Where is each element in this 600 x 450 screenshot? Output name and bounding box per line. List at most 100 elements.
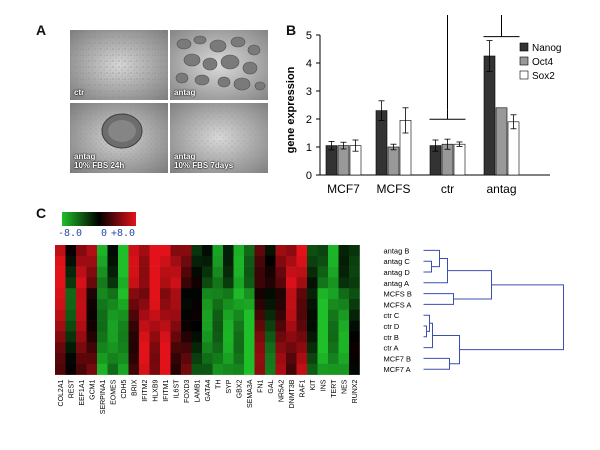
heatmap-cell bbox=[265, 320, 276, 332]
heatmap-cell bbox=[55, 299, 66, 311]
panel-letter-b: B bbox=[286, 22, 297, 38]
heatmap-cell bbox=[254, 277, 266, 289]
gene-label: DNMT3B bbox=[289, 379, 296, 408]
heatmap-cell bbox=[139, 288, 150, 300]
heatmap-cell bbox=[97, 353, 108, 365]
heatmap-cell bbox=[191, 353, 203, 365]
heatmap-cell bbox=[86, 342, 98, 354]
dendro-ctr-mcf7 bbox=[432, 334, 460, 365]
heatmap-cell bbox=[76, 277, 87, 289]
heatmap-cell bbox=[86, 277, 98, 289]
heatmap-cell bbox=[296, 288, 308, 300]
gene-label: LAMB1 bbox=[195, 380, 202, 403]
heatmap-cell bbox=[107, 331, 119, 343]
heatmap-cell bbox=[76, 309, 87, 321]
sample-label: antag C bbox=[384, 257, 411, 266]
heatmap-cell bbox=[128, 288, 140, 300]
heatmap-cell bbox=[286, 331, 297, 343]
heatmap-cell bbox=[212, 299, 224, 311]
heatmap-cell bbox=[139, 331, 150, 343]
heatmap-cell bbox=[244, 320, 255, 332]
heatmap-cell bbox=[55, 331, 66, 343]
heatmap-cell bbox=[65, 277, 77, 289]
micrograph-antag-24h: antag 10% FBS 24h bbox=[70, 103, 168, 173]
gene-label: COL2A1 bbox=[58, 380, 65, 407]
heatmap-cell bbox=[307, 342, 318, 354]
heatmap-cell bbox=[181, 309, 192, 321]
heatmap-cell bbox=[286, 309, 297, 321]
heatmap-cell bbox=[76, 331, 87, 343]
heatmap-cell bbox=[349, 353, 360, 365]
heatmap-cell bbox=[275, 320, 287, 332]
heatmap-cell bbox=[76, 320, 87, 332]
heatmap-cell bbox=[97, 309, 108, 321]
heatmap-cell bbox=[97, 266, 108, 278]
heatmap-cell bbox=[55, 353, 66, 365]
heatmap-cell bbox=[139, 309, 150, 321]
heatmap-cell bbox=[265, 331, 276, 343]
heatmap-cell bbox=[149, 320, 161, 332]
sample-label: ctr B bbox=[384, 333, 399, 342]
heatmap-cell bbox=[307, 299, 318, 311]
sample-label: MCFS A bbox=[384, 300, 412, 309]
heatmap-cell bbox=[139, 245, 150, 257]
micrograph-ctr: ctr bbox=[70, 30, 168, 100]
heatmap-cell bbox=[97, 277, 108, 289]
heatmap-cell bbox=[55, 245, 66, 257]
heatmap-cell bbox=[244, 363, 255, 375]
heatmap-cell bbox=[223, 309, 234, 321]
heatmap-cell bbox=[170, 353, 182, 365]
heatmap-cell bbox=[139, 255, 150, 267]
heatmap-cell bbox=[76, 288, 87, 300]
heatmap-cell bbox=[349, 363, 360, 375]
y-tick-label-5: 5 bbox=[306, 30, 312, 42]
heatmap-cell bbox=[212, 320, 224, 332]
heatmap-cell bbox=[328, 331, 339, 343]
heatmap-cell bbox=[55, 320, 66, 332]
heatmap-cell bbox=[338, 277, 350, 289]
gene-label: HLXB9 bbox=[153, 380, 160, 402]
heatmap-cell bbox=[233, 353, 245, 365]
heatmap-cell bbox=[244, 266, 255, 278]
heatmap-cell bbox=[160, 331, 171, 343]
heatmap-cell bbox=[307, 288, 318, 300]
heatmap-cell bbox=[97, 342, 108, 354]
heatmap-cell bbox=[349, 342, 360, 354]
bar-oct4-antag bbox=[495, 107, 508, 176]
heatmap-cell bbox=[254, 363, 266, 375]
legend-swatch-nanog bbox=[519, 42, 529, 52]
heatmap-cell bbox=[338, 320, 350, 332]
micrograph-ctr-label: ctr bbox=[74, 88, 85, 97]
heatmap-cell bbox=[128, 255, 140, 267]
heatmap-cell bbox=[286, 342, 297, 354]
heatmap-cell bbox=[275, 277, 287, 289]
heatmap-cell bbox=[160, 245, 171, 257]
dendro-mcfs bbox=[423, 293, 454, 305]
heatmap-cell bbox=[65, 309, 77, 321]
heatmap-cell bbox=[212, 331, 224, 343]
heatmap-cell bbox=[149, 299, 161, 311]
heatmap-cell bbox=[233, 363, 245, 375]
heatmap-cell bbox=[307, 255, 318, 267]
heatmap-cell bbox=[149, 342, 161, 354]
heatmap-cell bbox=[170, 288, 182, 300]
heatmap-cell bbox=[296, 363, 308, 375]
heatmap-cell bbox=[244, 299, 255, 311]
micrograph-antag-7days: antag 10% FBS 7days bbox=[170, 103, 268, 173]
heatmap-cell bbox=[107, 245, 119, 257]
heatmap-cell bbox=[65, 331, 77, 343]
gene-label: EOMES bbox=[111, 379, 118, 405]
sample-label: antag A bbox=[384, 279, 409, 288]
heatmap-cell bbox=[223, 320, 234, 332]
heatmap-cell bbox=[181, 299, 192, 311]
heatmap-cell bbox=[286, 266, 297, 278]
heatmap-cell bbox=[296, 277, 308, 289]
sample-label: MCFS B bbox=[384, 290, 412, 299]
heatmap-cell bbox=[212, 255, 224, 267]
heatmap-cell bbox=[244, 288, 255, 300]
heatmap-cell bbox=[202, 331, 213, 343]
heatmap-cell bbox=[170, 245, 182, 257]
heatmap-cell bbox=[191, 299, 203, 311]
color-scale-labels: -8.0 0 +8.0 bbox=[58, 228, 142, 240]
heatmap-cell bbox=[107, 299, 119, 311]
